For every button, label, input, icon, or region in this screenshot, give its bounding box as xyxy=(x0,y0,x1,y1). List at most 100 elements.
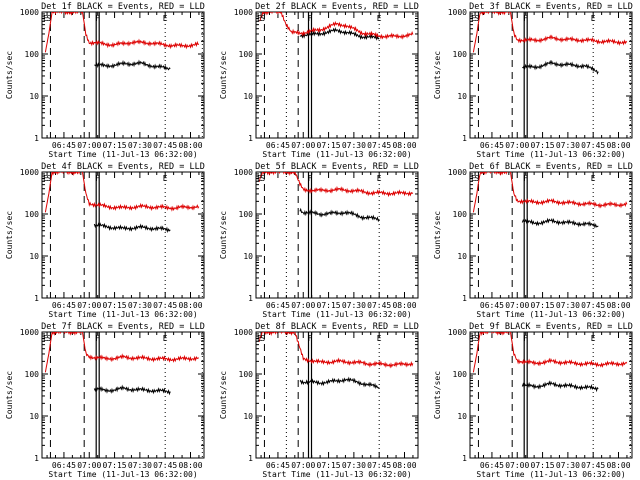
y-axis-label: Counts/sec xyxy=(433,51,442,99)
y-tick-label: 10 xyxy=(243,252,253,261)
x-tick-label: 06:45 xyxy=(266,461,290,470)
marker-label: S xyxy=(474,174,479,183)
x-tick-label: 07:00 xyxy=(505,301,529,310)
panel-5: Det 5f BLACK = Events, RED = LLD 1 10 100 10… xyxy=(219,162,419,319)
y-axis-label: Counts/sec xyxy=(433,371,442,419)
x-tick-label: 08:00 xyxy=(606,461,630,470)
marker-label: E xyxy=(471,334,476,343)
x-tick-label: 07:00 xyxy=(291,141,315,150)
x-tick-label: 07:15 xyxy=(103,461,127,470)
x-tick-label: 06:45 xyxy=(480,301,504,310)
x-axis-label: Start Time (11-Jul-13 06:32:00) xyxy=(48,310,197,319)
panel-title: Det 6f BLACK = Events, RED = LLD xyxy=(469,162,633,172)
marker-label: E xyxy=(471,174,476,183)
lld-series-line xyxy=(259,12,414,40)
x-tick-label: 08:00 xyxy=(178,141,202,150)
x-tick-label: 07:00 xyxy=(505,141,529,150)
panel-6: Det 6f BLACK = Events, RED = LLD 1 10 100 10… xyxy=(433,162,633,319)
x-tick-label: 07:30 xyxy=(128,301,152,310)
panel-title: Det 8f BLACK = Events, RED = LLD xyxy=(255,322,419,332)
y-tick-label: 1000 xyxy=(234,328,253,337)
marker-label: E xyxy=(43,14,48,23)
y-tick-label: 1000 xyxy=(20,328,39,337)
y-tick-label: 100 xyxy=(239,210,254,219)
x-tick-label: 08:00 xyxy=(178,301,202,310)
plot-frame xyxy=(41,11,205,139)
x-axis-label: Start Time (11-Jul-13 06:32:00) xyxy=(476,470,625,479)
marker-label: E xyxy=(377,174,382,183)
marker-label: S xyxy=(46,174,51,183)
lld-series-line xyxy=(44,12,199,53)
y-tick-label: 1 xyxy=(462,294,467,303)
x-tick-label: 07:30 xyxy=(556,301,580,310)
y-axis-label: Counts/sec xyxy=(433,211,442,259)
x-axis-label: Start Time (11-Jul-13 06:32:00) xyxy=(262,310,411,319)
plot-frame xyxy=(469,171,633,299)
x-tick-label: 08:00 xyxy=(606,301,630,310)
lld-series-line xyxy=(472,332,628,373)
y-tick-label: 1000 xyxy=(234,8,253,17)
series-group xyxy=(472,12,628,75)
panel-7: Det 7f BLACK = Events, RED = LLD 1 10 100 10… xyxy=(5,322,205,479)
panel-title: Det 2f BLACK = Events, RED = LLD xyxy=(255,2,419,12)
y-tick-label: 10 xyxy=(243,412,253,421)
y-tick-label: 1000 xyxy=(20,8,39,17)
x-tick-label: 08:00 xyxy=(606,141,630,150)
plot-frame xyxy=(41,171,205,299)
x-tick-label: 06:45 xyxy=(266,141,290,150)
series-group xyxy=(259,12,414,41)
marker-label: S xyxy=(260,14,265,23)
events-series-line xyxy=(299,207,380,223)
marker-label: F xyxy=(95,174,100,183)
marker-label: E xyxy=(163,14,168,23)
marker-label: F xyxy=(308,174,313,183)
events-series-line xyxy=(522,59,599,75)
x-tick-label: 07:15 xyxy=(531,301,555,310)
marker-label: E xyxy=(257,174,262,183)
y-tick-label: 100 xyxy=(453,210,468,219)
x-tick-label: 07:45 xyxy=(153,301,177,310)
panel-title: Det 1f BLACK = Events, RED = LLD xyxy=(41,2,205,12)
x-tick-label: 07:15 xyxy=(317,141,341,150)
y-axis-label: Counts/sec xyxy=(5,51,14,99)
series-group xyxy=(44,332,199,396)
x-tick-label: 08:00 xyxy=(178,461,202,470)
marker-label: E xyxy=(257,334,262,343)
x-tick-label: 08:00 xyxy=(392,461,416,470)
y-tick-label: 10 xyxy=(243,92,253,101)
x-tick-label: 07:15 xyxy=(531,461,555,470)
marker-label: F xyxy=(523,174,528,183)
marker-label: E xyxy=(591,174,596,183)
x-tick-label: 07:00 xyxy=(291,301,315,310)
lld-series-line xyxy=(472,172,628,213)
lld-series-line xyxy=(472,12,628,53)
y-tick-label: 100 xyxy=(25,370,40,379)
x-tick-label: 07:45 xyxy=(153,141,177,150)
x-tick-label: 07:30 xyxy=(556,461,580,470)
x-axis-label: Start Time (11-Jul-13 06:32:00) xyxy=(48,470,197,479)
y-tick-label: 1000 xyxy=(448,168,467,177)
marker-label: F xyxy=(523,334,528,343)
marker-label: E xyxy=(163,334,168,343)
x-tick-label: 07:30 xyxy=(342,461,366,470)
lld-series-line xyxy=(44,172,200,213)
series-group xyxy=(44,172,200,233)
panel-3: Det 3f BLACK = Events, RED = LLD 1 10 100 10… xyxy=(433,2,633,159)
y-tick-label: 1 xyxy=(34,134,39,143)
y-tick-label: 10 xyxy=(457,92,467,101)
plot-frame xyxy=(255,171,419,299)
y-tick-label: 1000 xyxy=(234,168,253,177)
marker-label: S xyxy=(260,334,265,343)
x-tick-label: 07:45 xyxy=(581,301,605,310)
panel-2: Det 2f BLACK = Events, RED = LLD 1 10 100 10… xyxy=(219,2,419,159)
events-series-line xyxy=(299,27,380,41)
y-tick-label: 1000 xyxy=(448,328,467,337)
y-tick-label: 1 xyxy=(248,294,253,303)
y-tick-label: 100 xyxy=(239,370,254,379)
panel-title: Det 7f BLACK = Events, RED = LLD xyxy=(41,322,205,332)
x-tick-label: 07:15 xyxy=(103,301,127,310)
x-tick-label: 07:00 xyxy=(291,461,315,470)
lld-series-line xyxy=(44,332,199,373)
marker-label: E xyxy=(43,174,48,183)
